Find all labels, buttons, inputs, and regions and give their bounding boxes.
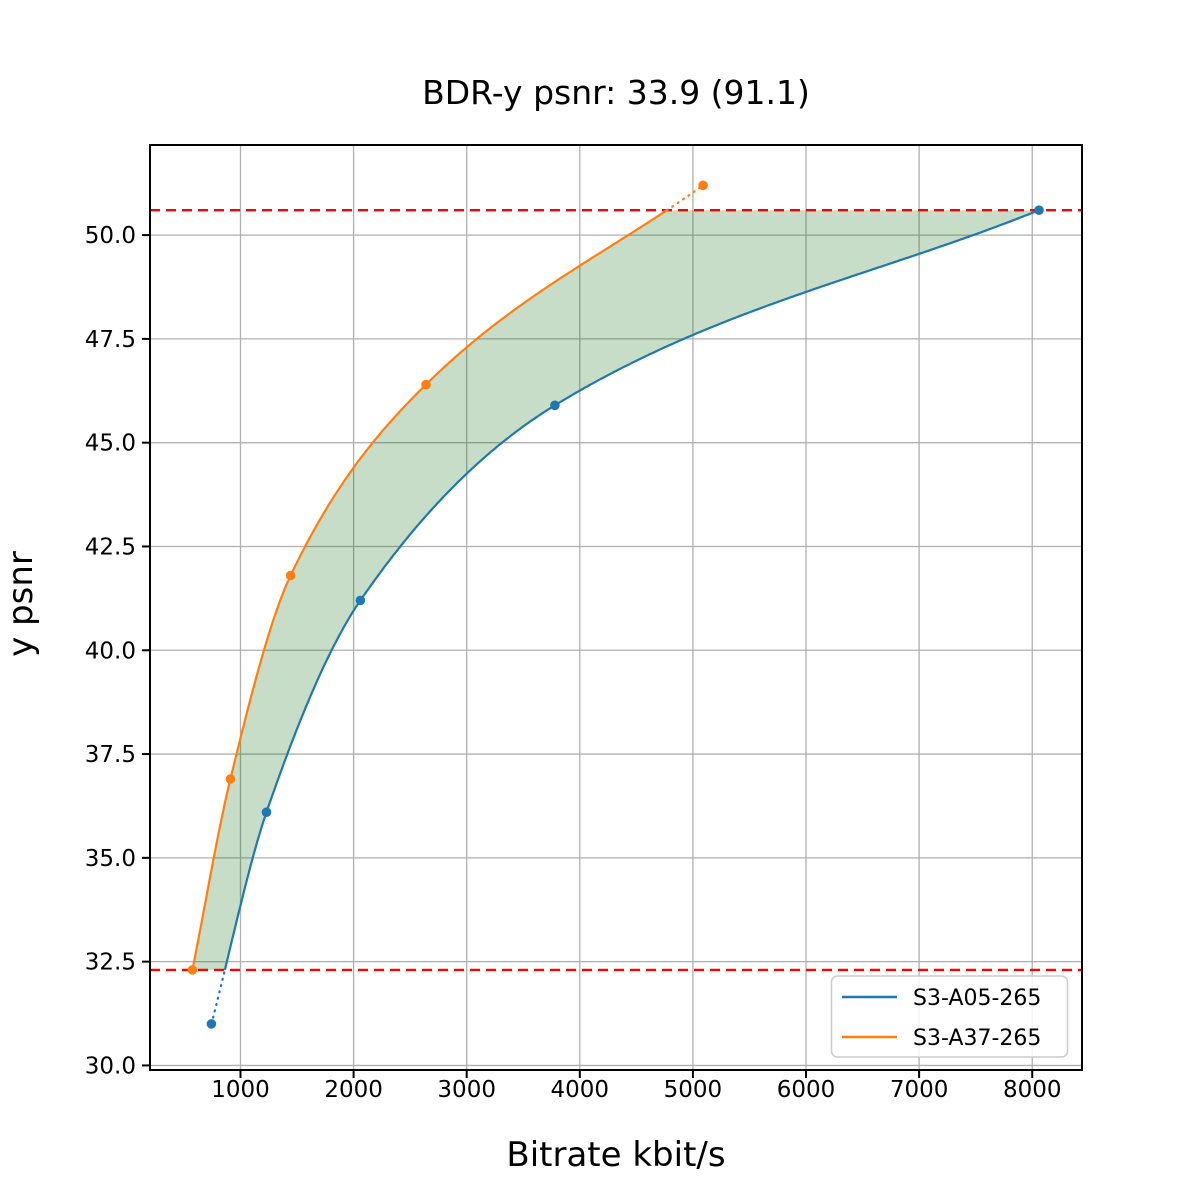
chart-title: BDR-y psnr: 33.9 (91.1) [422,73,810,112]
x-axis-label: Bitrate kbit/s [506,1135,725,1175]
y-tick-label: 40.0 [85,638,136,664]
x-tick-label: 8000 [1003,1077,1062,1103]
x-tick-label: 2000 [324,1077,383,1103]
y-tick-label: 30.0 [85,1053,136,1079]
x-tick-label: 4000 [551,1077,610,1103]
y-axis-label: y psnr [1,551,41,657]
data-point-marker [225,774,236,784]
data-point-marker [261,807,272,817]
data-point-marker [187,965,198,975]
ticks-layer: 1000 2000 3000 4000 5000 6000 7000 8000 30.0 32.5… [85,223,1062,1103]
y-tick-label: 47.5 [85,327,136,353]
legend: S3-A05-265 S3-A37-265 [830,975,1069,1058]
x-tick-label: 3000 [437,1077,496,1103]
legend-label: S3-A05-265 [913,986,1041,1011]
y-tick-label: 50.0 [85,223,136,249]
grid-layer [150,145,1082,1070]
bounds-layer [150,208,1082,972]
x-tick-label: 1000 [211,1077,270,1103]
data-point-marker [355,595,366,606]
y-tick-label: 42.5 [85,534,136,560]
data-point-marker [550,400,560,411]
series-dotted-extension [665,184,705,212]
x-tick-label: 5000 [664,1077,723,1103]
data-point-marker [206,1019,217,1029]
data-point-marker [421,379,431,390]
y-tick-label: 35.0 [85,846,136,872]
series-layer [187,180,1044,1029]
series-line-S3-A37-265 [191,209,668,971]
bd-overlap-fill [192,210,1039,970]
data-point-marker [1034,205,1044,215]
data-point-marker [285,570,296,581]
fill-layer [192,210,1039,970]
y-tick-label: 45.0 [85,431,136,457]
data-point-marker [698,180,708,191]
y-tick-label: 37.5 [85,742,136,768]
plot-border [149,144,1083,1071]
x-tick-label: 7000 [890,1077,949,1103]
legend-label: S3-A37-265 [913,1026,1041,1051]
y-tick-label: 32.5 [85,950,136,976]
x-tick-label: 6000 [777,1077,836,1103]
